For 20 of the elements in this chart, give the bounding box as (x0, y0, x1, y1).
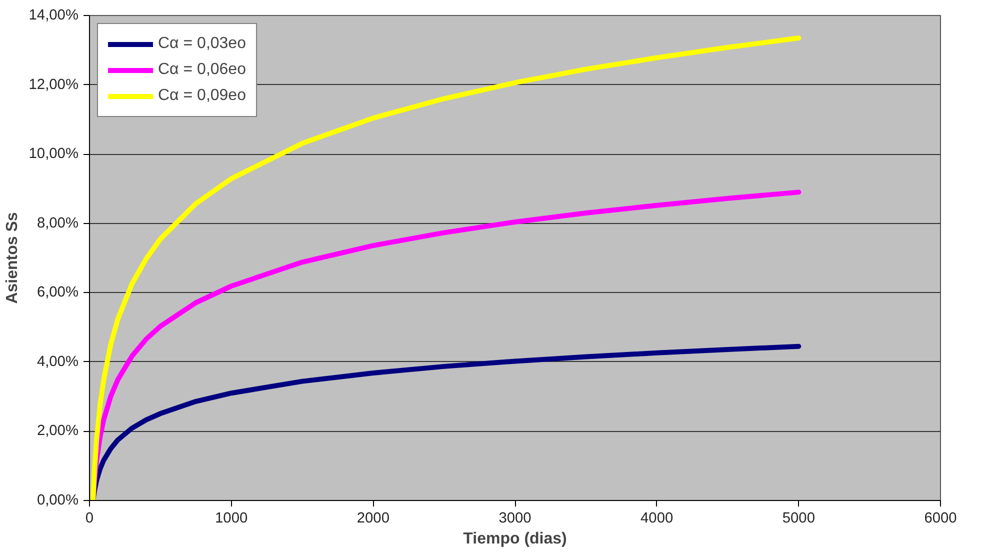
y-tick-label: 14,00% (28, 8, 79, 24)
legend-label: Cα = 0,03eo (158, 35, 246, 53)
legend-label: Cα = 0,06eo (158, 61, 246, 79)
x-tick-label: 2000 (356, 510, 390, 526)
y-tick-label: 6,00% (36, 284, 79, 301)
y-tick-label: 0,00% (36, 492, 79, 508)
y-tick-label: 12,00% (28, 76, 79, 93)
y-axis-title: Asientos Ss (4, 212, 21, 304)
x-tick-label: 5000 (782, 510, 815, 526)
x-axis-title: Tiempo (dias) (463, 530, 567, 548)
y-tick-label: 4,00% (36, 354, 79, 370)
x-tick-label: 1000 (215, 510, 248, 526)
x-tick-label: 0 (85, 510, 94, 526)
y-tick-label: 2,00% (36, 423, 79, 440)
x-tick-label: 4000 (640, 510, 674, 526)
legend-label: Cα = 0,09eo (158, 87, 246, 105)
y-tick-label: 10,00% (28, 146, 79, 162)
y-tick-label: 8,00% (36, 215, 79, 232)
x-tick-label: 3000 (498, 510, 532, 526)
x-tick-label: 6000 (924, 510, 957, 526)
